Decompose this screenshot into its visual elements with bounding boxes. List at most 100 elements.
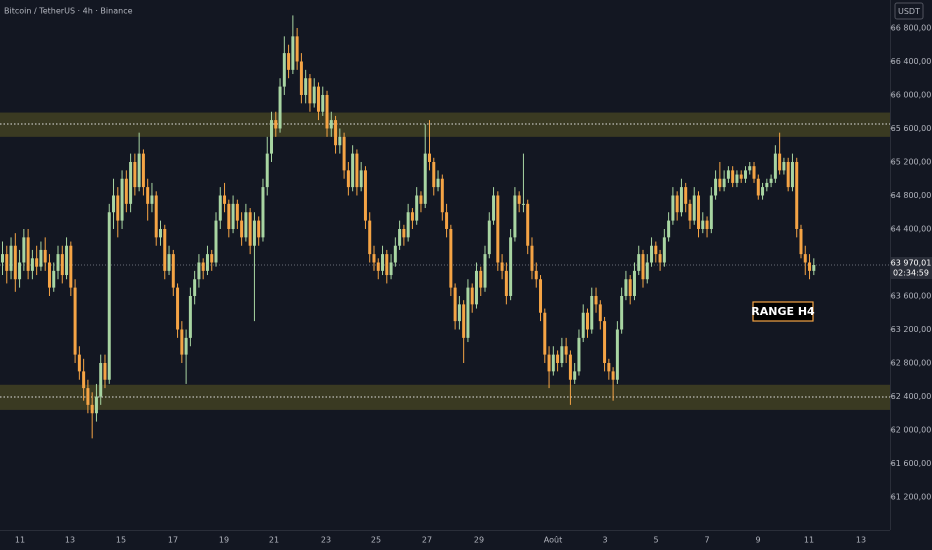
candle-body	[658, 254, 662, 263]
candle-body	[338, 136, 342, 146]
candle-body	[244, 212, 248, 238]
candle-body	[180, 329, 184, 355]
x-tick-label: 23	[321, 536, 331, 545]
candle-body	[492, 195, 496, 221]
candle-body	[654, 245, 658, 255]
candle-body	[705, 220, 709, 229]
x-tick-label: 3	[602, 536, 607, 545]
candle-body	[410, 212, 414, 221]
y-tick-label: 64 400,00	[891, 224, 932, 233]
candle-body	[603, 321, 607, 363]
y-tick-label: 61 200,00	[891, 493, 932, 502]
y-tick-label: 66 000,00	[891, 90, 932, 99]
candle-body	[594, 295, 598, 305]
candle-body	[440, 178, 444, 213]
candle-body	[376, 262, 380, 271]
candle-body	[359, 170, 363, 188]
candle-body	[137, 153, 141, 188]
candle-body	[585, 312, 589, 330]
y-tick-label: 66 800,00	[891, 23, 932, 32]
candle-body	[393, 245, 397, 263]
candle-body	[316, 86, 320, 112]
candle-body	[188, 295, 192, 338]
candle-body	[782, 161, 786, 171]
candle-body	[423, 153, 427, 204]
candle-body	[543, 312, 547, 355]
candle-body	[799, 228, 803, 255]
candle-body	[769, 178, 773, 183]
candle-body	[428, 153, 431, 162]
candle-body	[513, 195, 517, 238]
currency[interactable]: USDT	[898, 7, 920, 16]
candle-body	[9, 245, 13, 271]
x-tick-label: 29	[474, 536, 484, 545]
candle-body	[265, 153, 269, 188]
y-tick-label: 64 800,00	[891, 191, 932, 200]
candle-body	[141, 153, 145, 188]
candle-body	[329, 120, 333, 129]
candle-body	[5, 254, 9, 271]
chart-title: Bitcoin / TetherUS · 4h · Binance	[4, 7, 133, 16]
candle-body	[291, 36, 295, 70]
candle-body	[726, 170, 730, 179]
candle-body	[598, 304, 602, 322]
candle-body	[154, 195, 158, 238]
candle-body	[248, 212, 252, 246]
candle-body	[402, 228, 406, 238]
candle-body	[355, 153, 359, 188]
candle-body	[795, 161, 799, 229]
candle-body	[748, 166, 752, 171]
candle-body	[342, 136, 346, 171]
candle-body	[786, 161, 790, 188]
currency-box[interactable]	[894, 2, 924, 20]
candle-body	[517, 195, 521, 204]
y-tick-label: 65 200,00	[891, 157, 932, 166]
candle-body	[415, 195, 419, 221]
candle-body	[346, 170, 350, 188]
candle-body	[615, 329, 619, 380]
range-zone	[0, 112, 890, 137]
y-tick-label: 63 600,00	[891, 291, 932, 300]
candle-body	[107, 212, 111, 380]
candle-body	[205, 254, 209, 271]
candle-body	[124, 178, 128, 204]
candle-body	[641, 254, 645, 280]
candle-body	[287, 53, 291, 70]
candle-body	[406, 212, 410, 238]
candle-body	[667, 220, 671, 238]
x-tick-label: 19	[219, 536, 229, 545]
x-tick-label: 5	[653, 536, 658, 545]
candle-body	[419, 195, 423, 204]
candle-body	[35, 258, 39, 267]
candle-body	[739, 174, 743, 179]
candle-body	[500, 262, 504, 271]
candle-body	[167, 254, 171, 271]
candle-body	[697, 195, 701, 229]
candle-body	[731, 170, 735, 183]
last-price-label: 63 970,01	[891, 258, 932, 267]
candle-body	[214, 220, 218, 263]
candle-body	[756, 178, 760, 196]
candle-body	[235, 203, 239, 221]
x-tick-label: 15	[116, 536, 126, 545]
candle-body	[252, 220, 256, 246]
candle-body	[184, 337, 188, 355]
candle-body	[556, 354, 560, 363]
x-tick-label: Août	[544, 536, 562, 545]
candle-body	[790, 161, 794, 188]
candle-body	[304, 78, 308, 95]
candle-body	[534, 270, 538, 280]
candle-body	[449, 228, 453, 288]
candle-body	[445, 212, 449, 229]
candle-body	[743, 170, 747, 179]
candle-body	[620, 295, 624, 330]
candle-body	[201, 262, 205, 271]
candle-body	[624, 279, 628, 296]
candle-body	[718, 178, 722, 188]
candle-body	[295, 36, 299, 62]
candle-body	[129, 161, 133, 204]
candle-body	[487, 220, 491, 255]
